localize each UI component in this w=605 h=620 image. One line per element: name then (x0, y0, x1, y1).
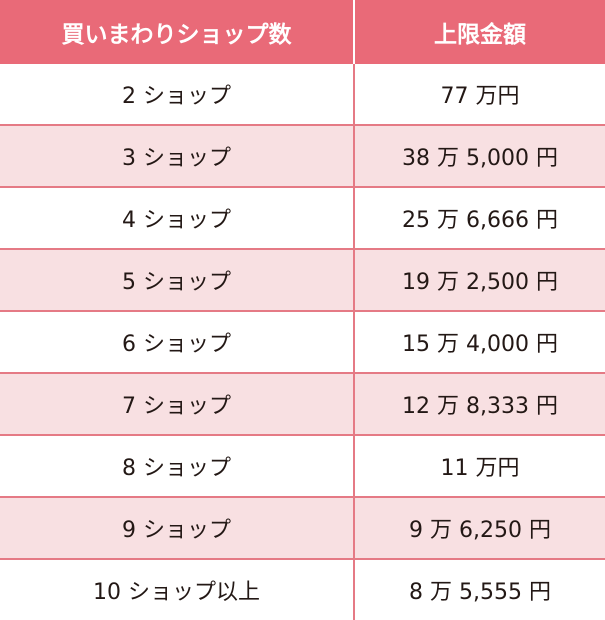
limit-amount-cell: 9 万 6,250 円 (354, 497, 605, 560)
limit-amount-cell: 19 万 2,500 円 (354, 249, 605, 312)
table-row: 6 ショップ 15 万 4,000 円 (0, 311, 605, 374)
limit-amount-cell: 25 万 6,666 円 (354, 187, 605, 250)
limit-amount-cell: 15 万 4,000 円 (354, 311, 605, 374)
shop-count-cell: 10 ショップ以上 (0, 559, 355, 620)
shop-count-cell: 3 ショップ (0, 125, 355, 188)
shop-count-cell: 5 ショップ (0, 249, 355, 312)
limit-amount-cell: 77 万円 (354, 64, 605, 126)
shop-count-cell: 8 ショップ (0, 435, 355, 498)
table-row: 8 ショップ 11 万円 (0, 435, 605, 498)
shop-count-cell: 7 ショップ (0, 373, 355, 436)
table-row: 3 ショップ 38 万 5,000 円 (0, 125, 605, 188)
shop-count-cell: 6 ショップ (0, 311, 355, 374)
table-row: 5 ショップ 19 万 2,500 円 (0, 249, 605, 312)
limit-amount-cell: 12 万 8,333 円 (354, 373, 605, 436)
limit-amount-cell: 11 万円 (354, 435, 605, 498)
table-row: 2 ショップ 77 万円 (0, 64, 605, 126)
limit-amount-cell: 38 万 5,000 円 (354, 125, 605, 188)
shop-count-cell: 4 ショップ (0, 187, 355, 250)
shop-count-cell: 9 ショップ (0, 497, 355, 560)
table-row: 7 ショップ 12 万 8,333 円 (0, 373, 605, 436)
header-shop-count: 買いまわりショップ数 (0, 0, 355, 64)
table-row: 10 ショップ以上 8 万 5,555 円 (0, 559, 605, 620)
header-limit-amount: 上限金額 (354, 0, 605, 64)
table-row: 4 ショップ 25 万 6,666 円 (0, 187, 605, 250)
shop-count-cell: 2 ショップ (0, 64, 355, 126)
table-row: 9 ショップ 9 万 6,250 円 (0, 497, 605, 560)
header-row: 買いまわりショップ数 上限金額 (0, 0, 605, 64)
limit-amount-cell: 8 万 5,555 円 (409, 580, 551, 605)
